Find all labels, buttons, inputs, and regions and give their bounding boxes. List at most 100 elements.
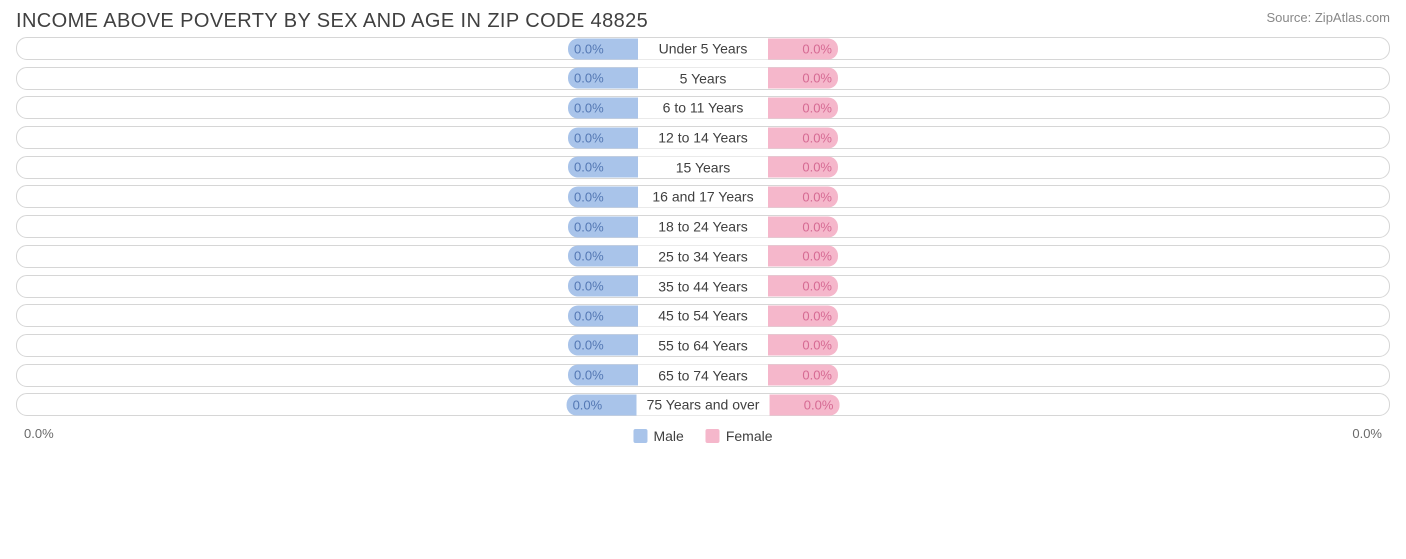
age-label: 15 Years xyxy=(638,157,768,178)
male-bar: 0.0% xyxy=(568,157,638,178)
female-bar: 0.0% xyxy=(768,365,838,386)
male-bar: 0.0% xyxy=(568,305,638,326)
legend-male-label: Male xyxy=(653,428,683,444)
center-group: 0.0%18 to 24 Years0.0% xyxy=(568,216,838,237)
age-label: 75 Years and over xyxy=(637,394,770,415)
axis-right-label: 0.0% xyxy=(1352,426,1382,441)
male-value: 0.0% xyxy=(573,397,603,412)
male-bar: 0.0% xyxy=(568,365,638,386)
center-group: 0.0%Under 5 Years0.0% xyxy=(568,38,838,59)
chart-row: 0.0%5 Years0.0% xyxy=(16,67,1390,90)
female-bar: 0.0% xyxy=(768,246,838,267)
chart-row: 0.0% 45 to 54 Years 0.0% xyxy=(16,304,1390,327)
legend-female-label: Female xyxy=(726,428,773,444)
chart-row: 0.0% 6 to 11 Years 0.0% xyxy=(16,96,1390,119)
age-label: 35 to 44 Years xyxy=(638,276,768,297)
female-value: 0.0% xyxy=(802,368,832,383)
male-bar: 0.0% xyxy=(568,276,638,297)
chart-area: 0.0%Under 5 Years0.0%0.0%5 Years0.0%0.0%… xyxy=(0,37,1406,416)
age-label: 18 to 24 Years xyxy=(638,216,768,237)
center-group: 0.0%25 to 34 Years0.0% xyxy=(568,246,838,267)
center-group: 0.0% 35 to 44 Years 0.0% xyxy=(568,276,838,297)
chart-row: 0.0%55 to 64 Years0.0% xyxy=(16,334,1390,357)
center-group: 0.0%16 and 17 Years0.0% xyxy=(568,186,838,207)
male-value: 0.0% xyxy=(574,41,604,56)
chart-row: 0.0% 65 to 74 Years 0.0% xyxy=(16,364,1390,387)
female-value: 0.0% xyxy=(802,100,832,115)
chart-track: 0.0%Under 5 Years0.0% xyxy=(16,37,1390,60)
male-bar: 0.0% xyxy=(568,335,638,356)
center-group: 0.0%5 Years0.0% xyxy=(568,68,838,89)
female-bar: 0.0% xyxy=(768,305,838,326)
male-value: 0.0% xyxy=(574,279,604,294)
chart-track: 0.0%5 Years0.0% xyxy=(16,67,1390,90)
chart-track: 0.0%15 Years0.0% xyxy=(16,156,1390,179)
chart-row: 0.0%16 and 17 Years0.0% xyxy=(16,185,1390,208)
male-bar: 0.0% xyxy=(568,68,638,89)
female-bar: 0.0% xyxy=(768,68,838,89)
chart-row: 0.0%Under 5 Years0.0% xyxy=(16,37,1390,60)
male-value: 0.0% xyxy=(574,100,604,115)
center-group: 0.0% 45 to 54 Years 0.0% xyxy=(568,305,838,326)
chart-row: 0.0% 12 to 14 Years 0.0% xyxy=(16,126,1390,149)
female-value: 0.0% xyxy=(802,249,832,264)
male-bar: 0.0% xyxy=(567,394,637,415)
female-value: 0.0% xyxy=(802,130,832,145)
male-value: 0.0% xyxy=(574,368,604,383)
legend-male-swatch xyxy=(633,429,647,443)
female-bar: 0.0% xyxy=(768,97,838,118)
age-label: 6 to 11 Years xyxy=(638,97,768,118)
male-bar: 0.0% xyxy=(568,186,638,207)
chart-track: 0.0% 6 to 11 Years 0.0% xyxy=(16,96,1390,119)
chart-track: 0.0%25 to 34 Years0.0% xyxy=(16,245,1390,268)
female-bar: 0.0% xyxy=(768,157,838,178)
male-value: 0.0% xyxy=(574,338,604,353)
male-bar: 0.0% xyxy=(568,216,638,237)
male-value: 0.0% xyxy=(574,308,604,323)
female-value: 0.0% xyxy=(802,219,832,234)
legend-male: Male xyxy=(633,428,683,444)
male-value: 0.0% xyxy=(574,249,604,264)
female-value: 0.0% xyxy=(802,338,832,353)
male-bar: 0.0% xyxy=(568,97,638,118)
chart-track: 0.0%18 to 24 Years0.0% xyxy=(16,215,1390,238)
chart-source: Source: ZipAtlas.com xyxy=(1266,10,1390,25)
male-bar: 0.0% xyxy=(568,38,638,59)
chart-row: 0.0%18 to 24 Years0.0% xyxy=(16,215,1390,238)
center-group: 0.0%55 to 64 Years0.0% xyxy=(568,335,838,356)
female-bar: 0.0% xyxy=(768,186,838,207)
chart-row: 0.0% 35 to 44 Years 0.0% xyxy=(16,275,1390,298)
center-group: 0.0% 6 to 11 Years 0.0% xyxy=(568,97,838,118)
male-bar: 0.0% xyxy=(568,246,638,267)
chart-row: 0.0%25 to 34 Years0.0% xyxy=(16,245,1390,268)
chart-track: 0.0% 75 Years and over 0.0% xyxy=(16,393,1390,416)
male-bar: 0.0% xyxy=(568,127,638,148)
female-bar: 0.0% xyxy=(768,276,838,297)
male-value: 0.0% xyxy=(574,130,604,145)
age-label: 16 and 17 Years xyxy=(638,186,768,207)
chart-header: INCOME ABOVE POVERTY BY SEX AND AGE IN Z… xyxy=(0,0,1406,37)
age-label: 45 to 54 Years xyxy=(638,305,768,326)
male-value: 0.0% xyxy=(574,189,604,204)
chart-track: 0.0%55 to 64 Years0.0% xyxy=(16,334,1390,357)
female-bar: 0.0% xyxy=(768,216,838,237)
chart-row: 0.0%15 Years0.0% xyxy=(16,156,1390,179)
age-label: 12 to 14 Years xyxy=(638,127,768,148)
female-value: 0.0% xyxy=(804,397,834,412)
female-value: 0.0% xyxy=(802,308,832,323)
female-value: 0.0% xyxy=(802,71,832,86)
female-bar: 0.0% xyxy=(768,335,838,356)
chart-row: 0.0% 75 Years and over 0.0% xyxy=(16,393,1390,416)
female-bar: 0.0% xyxy=(768,38,838,59)
legend-female-swatch xyxy=(706,429,720,443)
center-group: 0.0%15 Years0.0% xyxy=(568,157,838,178)
female-value: 0.0% xyxy=(802,279,832,294)
chart-track: 0.0% 65 to 74 Years 0.0% xyxy=(16,364,1390,387)
age-label: 65 to 74 Years xyxy=(638,365,768,386)
chart-title: INCOME ABOVE POVERTY BY SEX AND AGE IN Z… xyxy=(16,10,648,33)
female-bar: 0.0% xyxy=(769,394,839,415)
age-label: 5 Years xyxy=(638,68,768,89)
axis-left-label: 0.0% xyxy=(24,426,54,441)
chart-track: 0.0% 12 to 14 Years 0.0% xyxy=(16,126,1390,149)
axis-row: 0.0% Male Female 0.0% xyxy=(0,423,1406,441)
